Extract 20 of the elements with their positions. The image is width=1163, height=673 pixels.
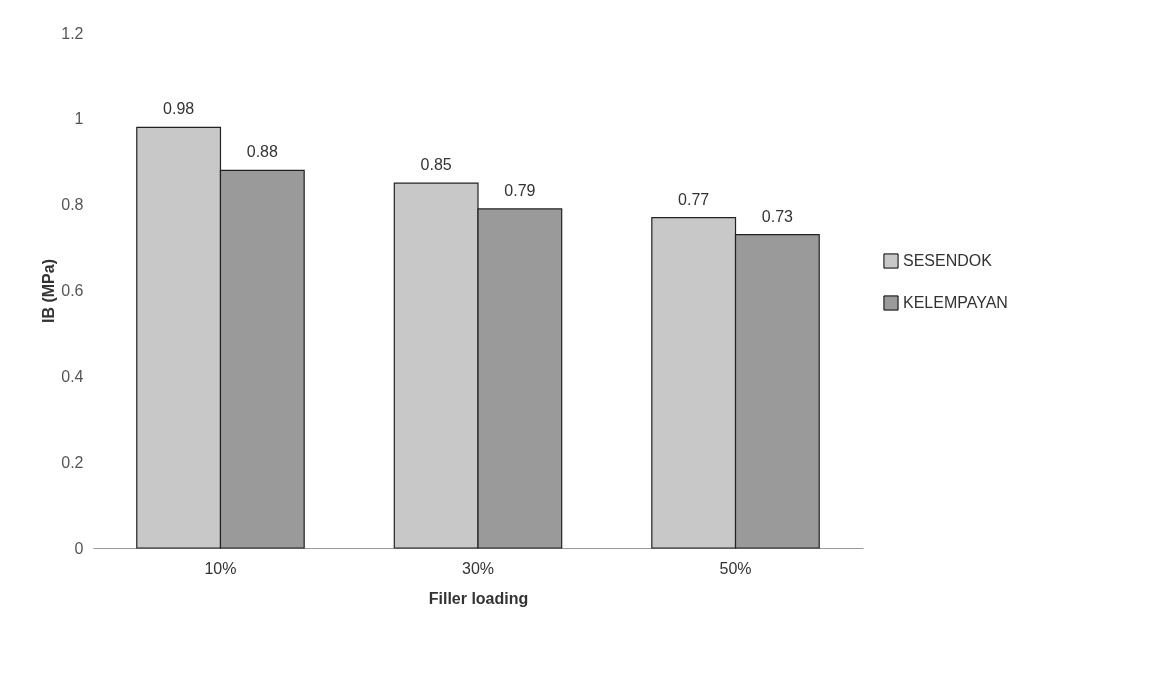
x-tick-label: 30% bbox=[461, 559, 495, 577]
x-axis-title: Filler loading bbox=[428, 589, 529, 607]
y-tick-label: 0.6 bbox=[61, 282, 84, 299]
data-label: 0.73 bbox=[761, 207, 794, 225]
y-tick-label: 0.2 bbox=[61, 453, 84, 471]
legend-label: KELEMPAYAN bbox=[903, 294, 1008, 311]
y-tick-label: 0 bbox=[74, 539, 84, 557]
y-tick-label: 1 bbox=[74, 110, 84, 128]
data-label: 0.85 bbox=[420, 156, 452, 174]
data-label: 0.88 bbox=[246, 143, 278, 161]
legend-label: SESENDOK bbox=[903, 252, 993, 269]
y-tick-label: 1.2 bbox=[61, 24, 84, 42]
data-label: 0.79 bbox=[504, 181, 536, 199]
y-tick-label: 0.8 bbox=[61, 196, 84, 214]
data-label: 0.98 bbox=[163, 100, 195, 118]
y-axis-title: IB (MPa) bbox=[40, 259, 58, 323]
data-label: 0.77 bbox=[678, 190, 710, 208]
x-tick-label: 10% bbox=[204, 559, 237, 577]
y-tick-label: 0.4 bbox=[61, 367, 84, 385]
x-tick-label: 50% bbox=[719, 559, 752, 577]
